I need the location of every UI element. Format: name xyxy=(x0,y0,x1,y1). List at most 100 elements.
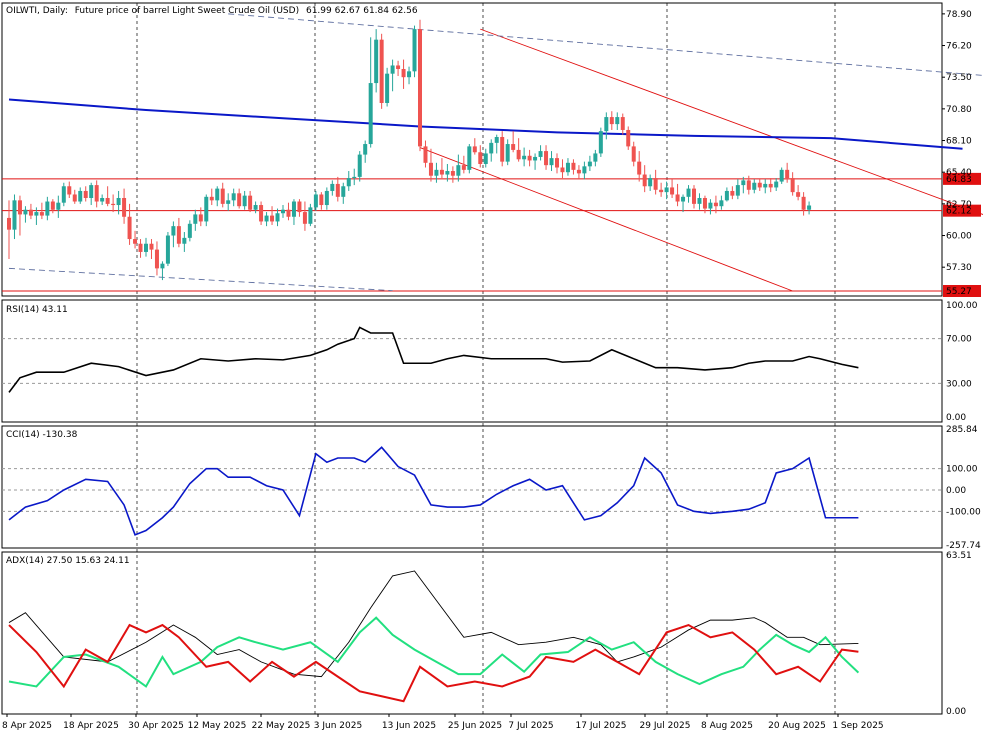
candle[interactable] xyxy=(313,190,318,211)
candle[interactable] xyxy=(527,149,532,167)
candle[interactable] xyxy=(423,140,428,168)
channel-lower-line[interactable] xyxy=(419,147,793,292)
cci-panel[interactable]: CCI(14) -130.38 xyxy=(2,430,942,536)
candle[interactable] xyxy=(807,201,812,215)
candle[interactable] xyxy=(105,186,110,207)
adx-panel[interactable]: ADX(14) 27.50 15.63 24.11 xyxy=(6,556,860,703)
candle[interactable] xyxy=(138,239,143,258)
candle[interactable] xyxy=(308,203,313,227)
candle[interactable] xyxy=(439,158,444,179)
candle[interactable] xyxy=(560,159,565,179)
candle[interactable] xyxy=(670,179,675,198)
candle[interactable] xyxy=(160,261,165,281)
candle[interactable] xyxy=(324,187,329,210)
candle[interactable] xyxy=(659,182,664,197)
candle[interactable] xyxy=(461,155,466,174)
candle[interactable] xyxy=(642,165,647,193)
candle[interactable] xyxy=(259,201,264,225)
candle[interactable] xyxy=(587,155,592,172)
candle[interactable] xyxy=(17,195,22,236)
candle[interactable] xyxy=(270,206,275,225)
candle[interactable] xyxy=(346,171,351,191)
candle[interactable] xyxy=(401,59,406,89)
candle[interactable] xyxy=(631,141,636,167)
candle[interactable] xyxy=(165,232,170,267)
candle[interactable] xyxy=(89,182,94,206)
candle[interactable] xyxy=(494,134,499,154)
candle[interactable] xyxy=(379,33,384,109)
candle[interactable] xyxy=(467,144,472,174)
candle[interactable] xyxy=(302,201,307,231)
candle[interactable] xyxy=(187,220,192,242)
trend-dashed-lower-line[interactable] xyxy=(8,267,393,292)
candle[interactable] xyxy=(730,186,735,200)
candle[interactable] xyxy=(204,194,209,227)
candle[interactable] xyxy=(697,193,702,210)
candle[interactable] xyxy=(702,195,707,214)
candle[interactable] xyxy=(511,131,516,153)
candle[interactable] xyxy=(483,148,488,168)
plus-di-line[interactable] xyxy=(8,616,860,688)
candle[interactable] xyxy=(237,188,242,209)
candle[interactable] xyxy=(593,149,598,167)
candle[interactable] xyxy=(286,202,291,221)
candle[interactable] xyxy=(763,179,768,194)
candle[interactable] xyxy=(626,126,631,150)
candle[interactable] xyxy=(357,151,362,182)
candle[interactable] xyxy=(598,127,603,157)
candle[interactable] xyxy=(796,185,801,201)
candle[interactable] xyxy=(615,112,620,130)
candle[interactable] xyxy=(291,199,296,225)
candle[interactable] xyxy=(242,190,247,210)
candle[interactable] xyxy=(176,217,181,248)
candle[interactable] xyxy=(450,166,455,183)
candle[interactable] xyxy=(533,153,538,170)
candle[interactable] xyxy=(226,193,231,211)
candle[interactable] xyxy=(505,139,510,166)
candle[interactable] xyxy=(78,187,83,204)
candle[interactable] xyxy=(198,207,203,227)
candle[interactable] xyxy=(620,113,625,135)
candle[interactable] xyxy=(193,209,198,231)
candle[interactable] xyxy=(681,194,686,213)
candle[interactable] xyxy=(253,201,258,214)
candle[interactable] xyxy=(735,179,740,200)
candle[interactable] xyxy=(604,112,609,140)
candle[interactable] xyxy=(785,162,790,183)
candle[interactable] xyxy=(609,111,614,130)
candle[interactable] xyxy=(352,168,357,186)
candle[interactable] xyxy=(768,178,773,193)
candle[interactable] xyxy=(516,138,521,162)
candle[interactable] xyxy=(281,205,285,218)
candle[interactable] xyxy=(385,67,390,107)
candle[interactable] xyxy=(220,182,225,208)
candle[interactable] xyxy=(522,147,527,167)
candle[interactable] xyxy=(555,153,559,174)
candle[interactable] xyxy=(445,163,450,182)
candle[interactable] xyxy=(144,237,148,257)
candle[interactable] xyxy=(45,196,50,221)
candle[interactable] xyxy=(664,181,669,200)
trend-dashed-upper-line[interactable] xyxy=(228,13,983,80)
candle[interactable] xyxy=(478,145,483,168)
candle[interactable] xyxy=(330,180,335,196)
candle[interactable] xyxy=(675,183,680,207)
candle[interactable] xyxy=(390,59,395,92)
candle[interactable] xyxy=(127,203,132,245)
candle[interactable] xyxy=(275,208,280,227)
candle[interactable] xyxy=(565,158,570,176)
candle[interactable] xyxy=(708,199,713,215)
candle[interactable] xyxy=(67,181,72,198)
candle[interactable] xyxy=(571,159,576,175)
candle[interactable] xyxy=(544,145,549,170)
candle[interactable] xyxy=(28,203,33,220)
candle[interactable] xyxy=(363,140,368,163)
candle[interactable] xyxy=(801,192,806,216)
candle[interactable] xyxy=(418,19,422,152)
candle[interactable] xyxy=(61,182,66,207)
candle[interactable] xyxy=(248,190,253,213)
candle[interactable] xyxy=(653,169,658,195)
candle[interactable] xyxy=(50,199,55,214)
candle[interactable] xyxy=(407,66,412,85)
